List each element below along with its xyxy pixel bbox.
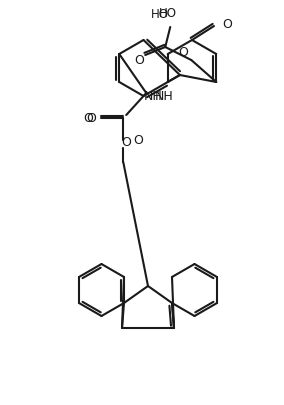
Text: O: O: [86, 111, 96, 124]
Text: O: O: [222, 17, 232, 30]
Text: NH: NH: [144, 90, 163, 102]
Text: HO: HO: [159, 7, 177, 20]
Text: O: O: [83, 111, 93, 124]
Text: O: O: [121, 136, 131, 149]
Text: O: O: [133, 134, 143, 147]
Text: O: O: [134, 53, 144, 66]
Text: HO: HO: [151, 8, 169, 21]
Text: NH: NH: [154, 90, 173, 102]
Text: O: O: [178, 45, 188, 58]
